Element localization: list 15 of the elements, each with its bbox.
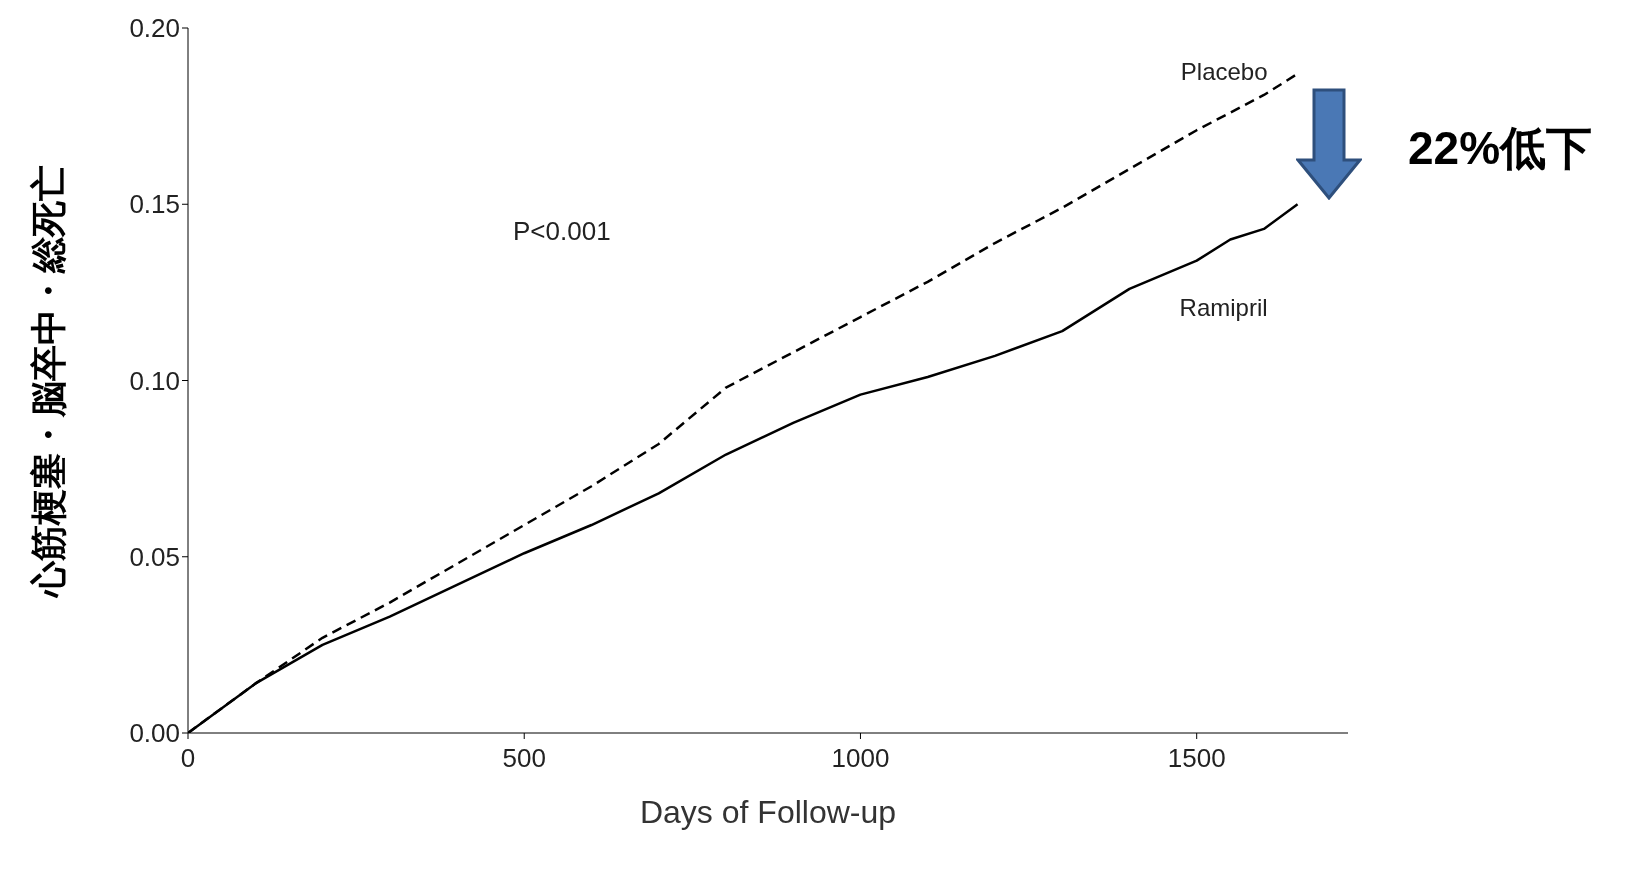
y-tick-label: 0.20 bbox=[129, 13, 180, 44]
series-label: Ramipril bbox=[1179, 294, 1268, 322]
annotation: P<0.001 bbox=[513, 216, 611, 247]
y-tick-label: 0.05 bbox=[129, 541, 180, 572]
y-tick-label: 0.00 bbox=[129, 718, 180, 749]
y-tick-label: 0.15 bbox=[129, 189, 180, 220]
text: 22%低下 bbox=[1408, 121, 1593, 176]
y-axis-title: 心筋梗塞・脳卒中・総死亡 bbox=[27, 164, 69, 599]
x-axis-title: Days of Follow-up bbox=[639, 794, 897, 830]
series-label: Placebo bbox=[1180, 57, 1268, 85]
x-tick-label: 1000 bbox=[831, 743, 890, 773]
x-tick-label: 0 bbox=[180, 743, 196, 773]
x-tick-label: 500 bbox=[502, 743, 546, 773]
y-tick-label: 0.10 bbox=[129, 365, 180, 396]
x-tick-label: 1500 bbox=[1167, 743, 1226, 773]
